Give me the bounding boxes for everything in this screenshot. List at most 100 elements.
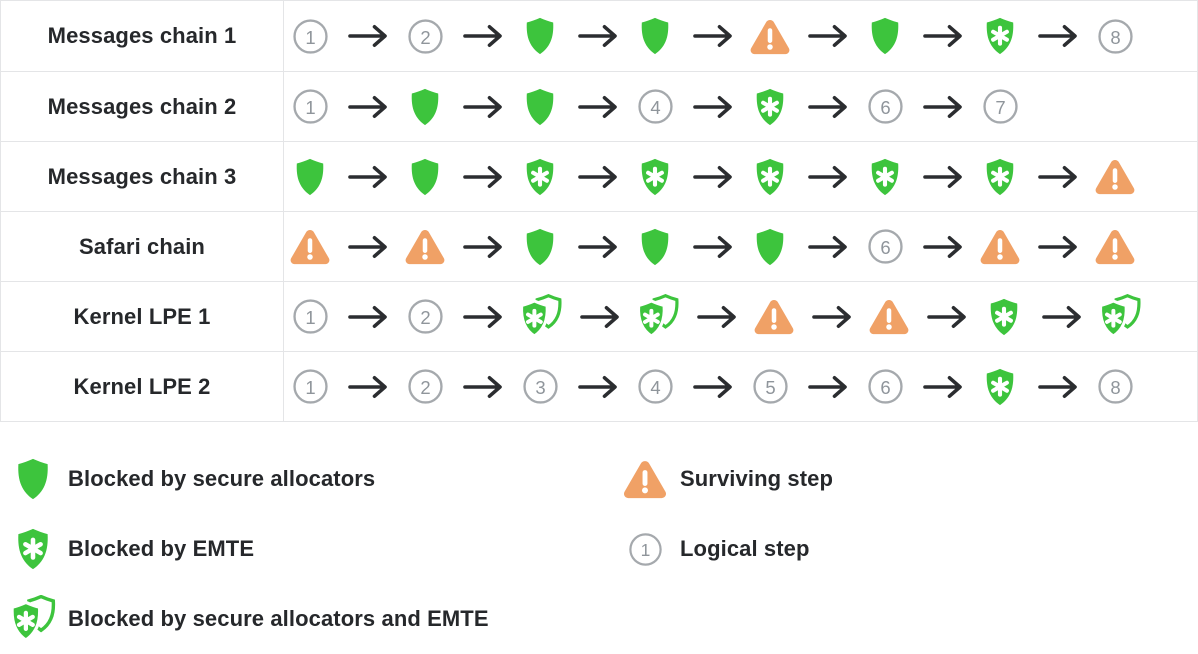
arrow-icon [332,94,403,120]
surviving-step-warning-icon [403,227,447,266]
arrow-icon [1022,23,1093,49]
arrow-icon [1026,304,1097,330]
emte-shield-icon [982,297,1026,337]
arrow-icon [332,304,403,330]
legend-label: Blocked by secure allocators [68,466,376,491]
arrow-icon [911,304,982,330]
chains-table: Messages chain 1 1 2 8 Messages chain 2 [0,0,1198,422]
arrow-icon [681,304,752,330]
arrow-icon [332,23,403,49]
arrow-icon [1022,374,1093,400]
arrow-icon [677,164,748,190]
surviving-step-warning-icon [752,297,796,336]
legend-item: Blocked by EMTE [8,514,620,584]
svg-text:2: 2 [420,377,430,398]
logical-step-icon: 1 [620,532,670,567]
logical-step-icon: 5 [748,368,792,405]
surviving-step-warning-icon [748,17,792,56]
arrow-icon [562,374,633,400]
logical-step-icon: 2 [403,18,447,55]
legend-label: Surviving step [680,466,833,491]
legend-label: Logical step [680,536,810,561]
arrow-icon [907,164,978,190]
emte-shield-icon [748,157,792,197]
logical-step-icon: 7 [978,88,1022,125]
arrow-icon [792,374,863,400]
logical-step-icon: 8 [1093,18,1137,55]
chain-label: Messages chain 3 [1,142,284,211]
arrow-icon [907,374,978,400]
secure-allocators-shield-icon [633,16,677,56]
surviving-step-warning-icon [867,297,911,336]
svg-text:4: 4 [650,97,660,118]
legend-label: Blocked by EMTE [68,536,255,561]
chain-row: Safari chain 6 [1,211,1197,281]
arrow-icon [907,94,978,120]
allocators-and-emte-shield-icon [1097,294,1143,339]
chain-steps: 1 4 6 7 [284,72,1197,141]
logical-step-icon: 1 [288,18,332,55]
chain-label: Messages chain 1 [1,1,284,71]
emte-shield-icon [748,87,792,127]
arrow-icon [677,374,748,400]
emte-shield-icon [518,157,562,197]
arrow-icon [447,23,518,49]
logical-step-icon: 4 [633,88,677,125]
chain-row: Kernel LPE 1 1 2 [1,281,1197,351]
arrow-icon [332,374,403,400]
logical-step-icon: 1 [288,88,332,125]
svg-text:4: 4 [650,377,660,398]
svg-text:2: 2 [420,307,430,328]
surviving-step-warning-icon [1093,227,1137,266]
surviving-step-warning-icon [288,227,332,266]
logical-step-icon: 2 [403,298,447,335]
arrow-icon [907,234,978,260]
secure-allocators-shield-icon [863,16,907,56]
arrow-icon [792,94,863,120]
arrow-icon [562,234,633,260]
svg-text:1: 1 [305,307,315,328]
arrow-icon [677,234,748,260]
chain-steps: 1 2 8 [284,1,1197,71]
logical-step-icon: 1 [288,298,332,335]
arrow-icon [792,23,863,49]
secure-allocators-shield-icon [403,157,447,197]
legend-item: 1 Logical step [620,514,1198,584]
chain-row: Messages chain 1 1 2 8 [1,1,1197,71]
arrow-icon [792,234,863,260]
emte-shield-icon [8,527,58,571]
svg-text:1: 1 [305,377,315,398]
secure-allocators-shield-icon [8,457,58,501]
arrow-icon [562,164,633,190]
surviving-step-warning-icon [978,227,1022,266]
logical-step-icon: 2 [403,368,447,405]
chain-label: Kernel LPE 1 [1,282,284,351]
svg-text:5: 5 [765,377,775,398]
legend: Blocked by secure allocators Blocked by … [0,444,1198,654]
legend-item: Blocked by secure allocators [8,444,620,514]
arrow-icon [447,304,518,330]
secure-allocators-shield-icon [518,87,562,127]
svg-text:1: 1 [305,26,315,47]
allocators-and-emte-shield-icon [635,294,681,339]
svg-text:6: 6 [880,377,890,398]
svg-text:6: 6 [880,237,890,258]
svg-text:3: 3 [535,377,545,398]
logical-step-icon: 3 [518,368,562,405]
emte-shield-icon [978,16,1022,56]
emte-shield-icon [978,367,1022,407]
arrow-icon [792,164,863,190]
legend-column-left: Blocked by secure allocators Blocked by … [8,444,620,654]
svg-text:2: 2 [420,26,430,47]
arrow-icon [1022,234,1093,260]
logical-step-icon: 4 [633,368,677,405]
chain-steps: 1 2 3 4 5 6 8 [284,352,1197,421]
arrow-icon [907,23,978,49]
chain-steps: 1 2 [284,282,1197,351]
chain-label: Kernel LPE 2 [1,352,284,421]
arrow-icon [796,304,867,330]
svg-text:1: 1 [640,540,650,560]
secure-allocators-shield-icon [518,227,562,267]
secure-allocators-shield-icon [748,227,792,267]
